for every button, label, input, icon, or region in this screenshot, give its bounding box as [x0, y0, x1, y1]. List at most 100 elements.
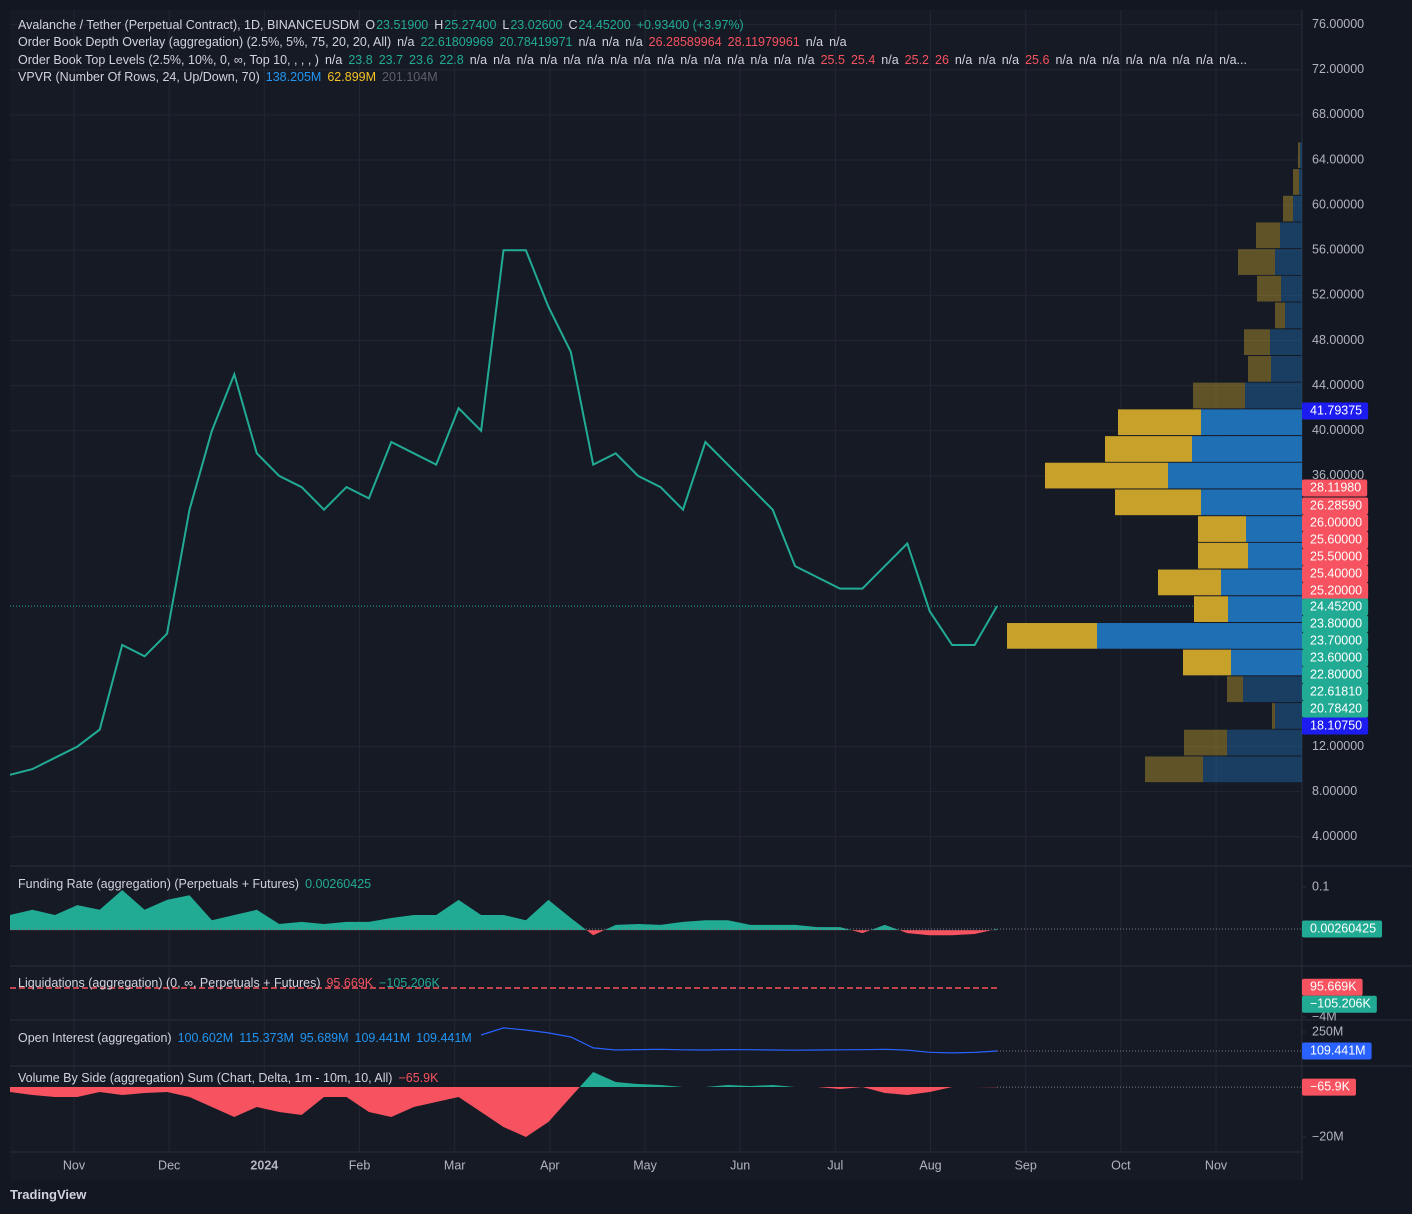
legend-item: 20.78419971: [499, 35, 573, 50]
legend-item: n/a: [773, 52, 792, 67]
y-tick-label: 52.00000: [1312, 288, 1364, 302]
legend-item: 26.28589964: [648, 35, 722, 50]
legend-item: n/a: [586, 52, 605, 67]
profile-up: [1293, 195, 1302, 222]
x-tick-label: Jun: [730, 1158, 750, 1172]
legend-item: n/a: [516, 52, 534, 67]
legend-item: 95.669K: [326, 976, 374, 990]
legend-line: Order Book Top Levels (2.5%, 10%, 0, ∞, …: [18, 52, 1298, 69]
legend-item: L: [502, 18, 510, 32]
legend-item: 25.5: [820, 52, 845, 67]
legend-item: 23.8: [348, 52, 373, 67]
legend-item: n/a: [1001, 52, 1020, 67]
legend-item: n/a: [539, 52, 558, 67]
legend-item: n/a...: [1219, 52, 1247, 67]
x-tick-label: Oct: [1111, 1158, 1131, 1172]
legend-item: −65.9K: [398, 1071, 439, 1085]
profile-down: [1184, 729, 1227, 756]
legend-item: n/a: [805, 35, 824, 50]
price-label-text: 26.00000: [1310, 515, 1362, 529]
price-label-text: 26.28590: [1310, 498, 1362, 512]
profile-down: [1298, 142, 1300, 169]
legend-item: n/a: [829, 35, 847, 50]
profile-up: [1245, 382, 1302, 409]
y-tick-label: 4.00000: [1312, 829, 1357, 843]
legend-item: n/a: [1078, 52, 1097, 67]
legend-item: n/a: [797, 52, 815, 67]
profile-up: [1248, 542, 1302, 569]
profile-down: [1272, 703, 1275, 729]
price-label-text: 20.78420: [1310, 701, 1362, 715]
legend-item: 25.2: [904, 52, 930, 67]
legend-item: n/a: [703, 52, 722, 67]
y-tick-label: 56.00000: [1312, 243, 1364, 257]
legend-item: n/a: [1102, 52, 1120, 67]
price-label-box: [1302, 920, 1383, 938]
legend-item: n/a: [397, 35, 415, 50]
profile-up: [1221, 569, 1302, 596]
x-tick-label: Sep: [1015, 1158, 1037, 1172]
legend-item: n/a: [1149, 52, 1167, 67]
pane-legend: Funding Rate (aggregation) (Perpetuals +…: [18, 876, 1298, 893]
legend-item: n/a: [469, 52, 488, 67]
price-label-box: [1302, 582, 1369, 600]
y-tick-label: −20M: [1312, 1129, 1344, 1143]
price-label-box: [1302, 615, 1369, 633]
price-label-text: 22.80000: [1310, 667, 1362, 681]
price-label-text: 24.45200: [1310, 599, 1362, 613]
price-label-box: [1302, 666, 1369, 684]
profile-up: [1097, 623, 1302, 649]
price-label-text: 95.669K: [1310, 980, 1357, 994]
profile-down: [1256, 222, 1280, 249]
x-tick-label: Jul: [827, 1158, 843, 1172]
profile-up: [1281, 275, 1302, 302]
legend-item: 25.6: [1025, 52, 1050, 67]
profile-down: [1194, 596, 1228, 622]
legend-item: 95.689M: [299, 1031, 349, 1045]
pane-legend: Volume By Side (aggregation) Sum (Chart,…: [18, 1070, 1298, 1087]
legend-item: 26: [935, 52, 949, 67]
legend-item: 22.8: [439, 52, 464, 67]
legend-item: n/a: [680, 52, 698, 67]
legend-item: −105.206K: [379, 976, 440, 990]
plot-area: [10, 10, 1302, 1180]
x-tick-label: Nov: [1205, 1158, 1228, 1172]
legend-item: 25.27400: [444, 18, 497, 32]
price-label-text: 109.441M: [1310, 1043, 1366, 1057]
price-label-box: [1302, 1042, 1372, 1060]
brand-logo[interactable]: TradingView: [10, 1187, 87, 1202]
price-label-box: [1302, 497, 1369, 515]
profile-down: [1257, 275, 1281, 302]
legend-item: VPVR (Number Of Rows, 24, Up/Down, 70): [18, 69, 260, 84]
x-tick-label: Apr: [540, 1158, 559, 1172]
legend-item: +0.93400 (+3.97%): [636, 18, 744, 32]
legend-item: 109.441M: [354, 1031, 411, 1045]
legend-item: Order Book Depth Overlay (aggregation) (…: [18, 35, 392, 50]
legend-item: 23.51900: [376, 18, 429, 32]
profile-down: [1158, 569, 1221, 596]
profile-down: [1238, 249, 1275, 275]
profile-down: [1193, 382, 1245, 409]
price-label-box: [1302, 514, 1369, 532]
price-label-text: 41.79375: [1310, 403, 1362, 417]
profile-up: [1299, 169, 1302, 195]
y-tick-label: 64.00000: [1312, 152, 1364, 166]
x-tick-label: Feb: [349, 1158, 371, 1172]
legend-item: 0.00260425: [305, 877, 372, 891]
legend-item: n/a: [563, 52, 581, 67]
price-label-text: −105.206K: [1310, 997, 1371, 1011]
legend-item: C: [568, 18, 578, 32]
profile-up: [1228, 596, 1302, 622]
legend-item: n/a: [727, 52, 745, 67]
legend-item: 23.02600: [510, 18, 563, 32]
x-tick-label: Nov: [63, 1158, 86, 1172]
profile-up: [1300, 142, 1302, 169]
profile-down: [1293, 169, 1299, 195]
price-label-box: [1302, 548, 1369, 566]
area-positive: [10, 890, 997, 931]
legend-item: n/a: [978, 52, 996, 67]
profile-up: [1280, 222, 1302, 249]
legend-item: 22.61809969: [420, 35, 494, 50]
profile-up: [1275, 249, 1302, 275]
area-negative: [10, 1087, 997, 1137]
